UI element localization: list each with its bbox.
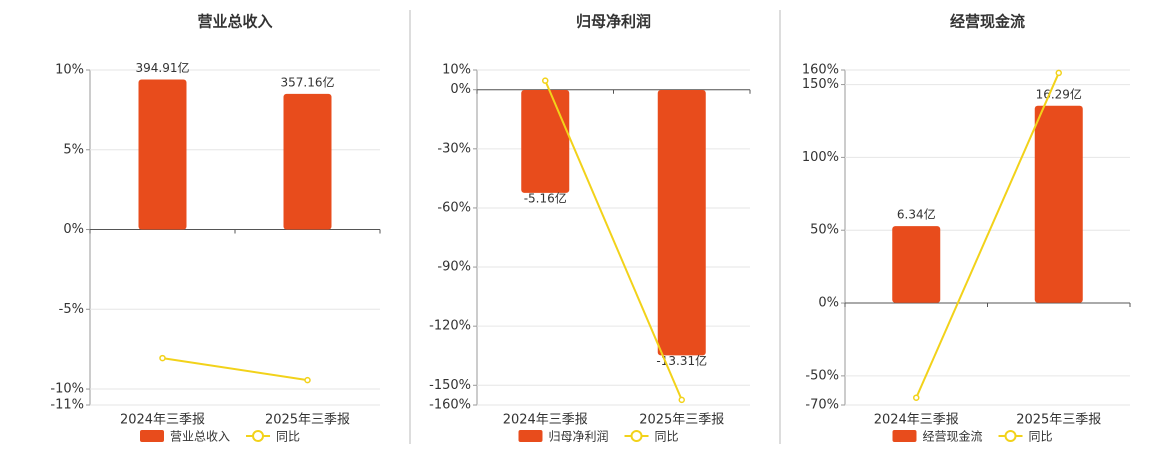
legend-swatch: [892, 430, 917, 442]
y-tick-label: 0%: [818, 296, 839, 311]
legend-swatch: [630, 430, 643, 442]
legend-swatch: [140, 430, 164, 442]
y-tick-label: 150%: [802, 77, 839, 92]
y-tick-label: -70%: [805, 398, 839, 413]
y-tick-label: 10%: [55, 63, 84, 78]
value-label: 357.16亿: [281, 74, 335, 89]
bar: [283, 93, 332, 230]
x-tick-label: 2024年三季报: [503, 413, 588, 428]
legend-label: 同比: [276, 430, 300, 444]
chart-title: 经营现金流: [950, 13, 1025, 31]
legend-swatch: [518, 430, 543, 442]
y-tick-label: -120%: [429, 319, 471, 334]
value-label: 16.29亿: [1036, 86, 1082, 101]
legend-label: 营业总收入: [170, 430, 230, 444]
line-point: [1055, 69, 1062, 77]
y-tick-label: 0%: [63, 222, 84, 237]
y-tick-label: -150%: [429, 378, 471, 393]
line-point: [304, 376, 311, 384]
value-label: 6.34亿: [897, 207, 936, 222]
legend-label: 经营现金流: [923, 429, 983, 444]
chart-title: 归母净利润: [576, 13, 651, 31]
line-point: [542, 77, 549, 84]
bar: [521, 89, 570, 193]
y-tick-label: -50%: [805, 368, 839, 383]
x-tick-label: 2025年三季报: [1016, 413, 1101, 428]
legend-swatch: [252, 430, 265, 442]
value-label: -5.16亿: [524, 190, 567, 205]
chart-title: 营业总收入: [197, 13, 272, 31]
value-label: -13.31亿: [656, 353, 707, 368]
x-tick-label: 2025年三季报: [265, 413, 350, 428]
y-tick-label: -11%: [50, 398, 84, 413]
bar: [1034, 105, 1083, 303]
y-tick-label: -30%: [437, 141, 471, 156]
y-tick-label: -5%: [59, 302, 84, 317]
y-tick-label: -90%: [437, 260, 471, 275]
y-tick-label: 50%: [810, 223, 839, 238]
bar: [657, 89, 706, 356]
line: [162, 357, 308, 382]
y-tick-label: -10%: [50, 382, 84, 397]
y-tick-label: 160%: [802, 63, 839, 78]
y-tick-label: -160%: [429, 398, 471, 413]
value-label: 394.91亿: [136, 60, 190, 75]
bar: [892, 226, 941, 303]
y-tick-label: 0%: [450, 82, 471, 97]
x-tick-label: 2024年三季报: [120, 413, 205, 428]
legend-label: 同比: [1029, 430, 1053, 444]
legend-label: 同比: [655, 430, 679, 444]
x-tick-label: 2025年三季报: [639, 413, 724, 428]
line: [544, 80, 683, 401]
line-point: [159, 354, 166, 362]
legend-swatch: [1004, 430, 1017, 442]
y-tick-label: 100%: [802, 150, 839, 165]
y-tick-label: 10%: [442, 63, 471, 78]
line-point: [913, 394, 920, 401]
legend-label: 归母净利润: [549, 430, 609, 444]
bar: [138, 79, 187, 230]
line: [915, 72, 1060, 399]
y-tick-label: -60%: [437, 200, 471, 215]
line-point: [678, 396, 685, 404]
y-tick-label: 5%: [63, 142, 84, 157]
x-tick-label: 2024年三季报: [874, 413, 959, 428]
